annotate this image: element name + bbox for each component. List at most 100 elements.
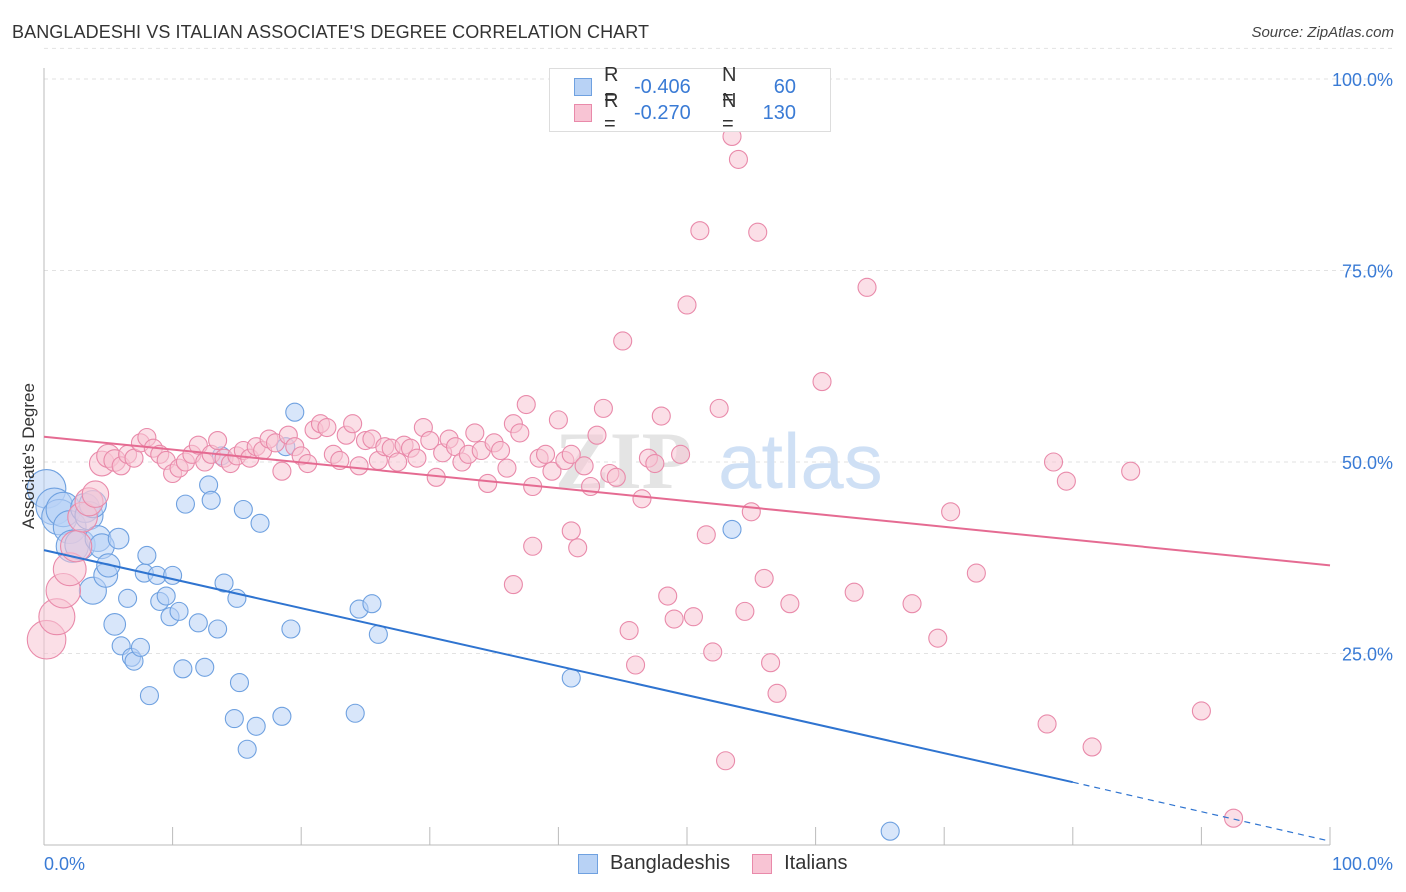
legend-item-italians[interactable]: Italians	[752, 852, 847, 875]
italian-point	[1082, 737, 1102, 757]
legend-swatch-italian	[574, 104, 592, 122]
italian-point	[188, 435, 208, 455]
italian-point	[349, 456, 369, 476]
italian-point	[716, 751, 736, 771]
bangladeshi-point	[169, 601, 189, 621]
italian-point	[343, 414, 363, 434]
y-tick-label: 25.0%	[1342, 645, 1393, 665]
bangladeshi-point	[214, 573, 234, 593]
legend-label-bangladeshis: Bangladeshis	[610, 852, 731, 874]
y-tick-label: 50.0%	[1342, 453, 1393, 473]
italian-point	[1121, 461, 1141, 481]
italian-point	[1224, 808, 1244, 828]
bangladeshi-point	[103, 613, 127, 636]
legend-r-label: R =	[604, 64, 619, 109]
y-tick-label: 75.0%	[1342, 262, 1393, 282]
bangladeshi-point	[281, 619, 301, 639]
italian-point	[587, 425, 607, 445]
tick-labels: 25.0% 50.0% 75.0% 100.0% 0.0% 100.0%	[44, 70, 1393, 874]
italian-point	[709, 398, 729, 418]
legend-row-bangladeshi: R = -0.406 N = 60	[574, 64, 796, 109]
gridlines	[44, 47, 1394, 654]
bangladeshi-point	[362, 594, 382, 614]
italian-points	[26, 126, 1244, 828]
bangladeshi-point	[156, 586, 176, 606]
x-tick-label: 100.0%	[1332, 854, 1393, 874]
legend-label-italians: Italians	[784, 852, 848, 874]
italian-point	[671, 444, 691, 464]
bangladeshi-point	[345, 703, 365, 723]
bangladeshi-point	[163, 565, 183, 585]
italian-point	[407, 448, 427, 468]
chart-title: BANGLADESHI VS ITALIAN ASSOCIATE'S DEGRE…	[12, 22, 650, 42]
bangladeshi-point	[175, 494, 196, 514]
italian-point	[548, 410, 568, 430]
italian-point	[606, 467, 626, 487]
italian-point	[613, 331, 633, 351]
legend-n-value: 60	[773, 75, 796, 98]
italian-point	[561, 444, 581, 464]
bangladeshi-point	[237, 739, 257, 759]
bangladeshi-point	[173, 659, 193, 679]
legend-n-label: N =	[722, 90, 737, 135]
italian-point	[658, 586, 678, 606]
legend-item-bangladeshis[interactable]: Bangladeshis	[578, 852, 730, 875]
italian-point	[1043, 452, 1064, 472]
italian-point	[1191, 701, 1211, 721]
italian-point	[741, 502, 761, 522]
watermark-atlas: atlas	[718, 417, 883, 505]
italian-point	[81, 480, 110, 508]
italian-point	[568, 538, 588, 558]
bangladeshi-point	[208, 619, 228, 639]
italian-point	[683, 607, 703, 627]
italian-point	[748, 222, 768, 242]
italian-point	[761, 653, 781, 673]
bangladeshi-point	[201, 490, 221, 510]
bangladeshi-point	[118, 588, 138, 608]
italian-point	[510, 423, 530, 443]
italian-point	[1056, 471, 1076, 491]
italian-point	[542, 461, 562, 481]
italian-point	[966, 563, 986, 583]
italian-point	[664, 609, 684, 629]
legend-r-value: -0.270	[634, 101, 691, 124]
italian-point	[844, 582, 864, 602]
italian-point	[208, 431, 228, 451]
italian-point	[490, 440, 511, 461]
y-axis-label: Associate's Degree	[19, 383, 38, 529]
italian-point	[645, 453, 665, 474]
bangladeshi-point	[139, 686, 160, 706]
bangladeshi-point	[722, 519, 742, 539]
italian-point	[928, 628, 948, 648]
bangladeshi-point	[285, 402, 305, 422]
bangladeshi-point	[246, 716, 266, 736]
legend-swatch-bangladeshi	[574, 78, 592, 96]
italian-point	[690, 221, 710, 241]
italian-point	[478, 473, 498, 493]
italian-point	[857, 277, 877, 297]
italian-point	[812, 372, 832, 392]
bangladeshi-point	[880, 821, 900, 841]
bangladeshi-point	[561, 668, 581, 688]
italian-point	[388, 452, 408, 472]
bangladeshi-point	[272, 706, 292, 726]
source-label: Source: ZipAtlas.com	[1251, 24, 1394, 41]
italian-point	[651, 406, 671, 426]
italian-point	[561, 521, 581, 541]
italian-point	[516, 394, 536, 415]
italian-point	[767, 683, 787, 703]
italian-point	[420, 431, 440, 451]
italian-point	[503, 575, 523, 595]
bangladeshi-point	[188, 613, 208, 633]
legend-r-label: R =	[604, 90, 619, 135]
italian-point	[593, 398, 613, 418]
legend-swatch-bangladeshis	[578, 853, 598, 874]
legend-row-italian: R = -0.270 N = 130	[574, 90, 796, 135]
italian-point	[632, 489, 652, 509]
legend-r-value: -0.406	[634, 75, 691, 98]
legend-swatch-italians	[752, 853, 773, 874]
bangladeshi-point	[137, 545, 157, 566]
watermark: ZIP atlas	[555, 415, 883, 506]
bangladeshi-point	[229, 673, 250, 693]
bangladeshi-point	[224, 709, 244, 729]
